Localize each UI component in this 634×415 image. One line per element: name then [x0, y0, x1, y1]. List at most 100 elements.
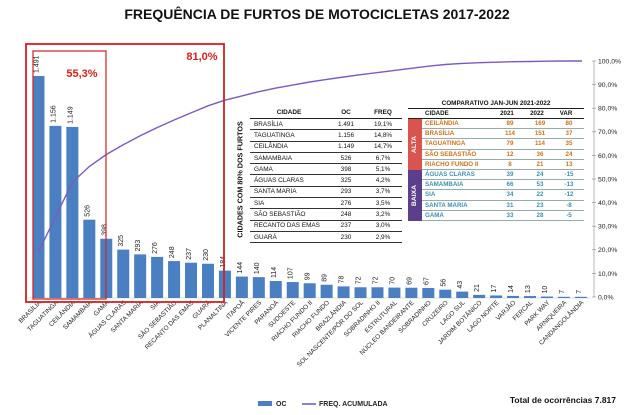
cell-city: CEILÂNDIA: [250, 141, 328, 153]
cmp-cell-var: -8: [566, 201, 572, 209]
right-axis-tick-label: 80,0%: [598, 106, 617, 113]
top-cities-side-label: CIDADES COM 80% DOS FURTOS: [233, 115, 247, 243]
bar-13: [235, 276, 248, 298]
cell-oc: 1.149: [328, 141, 364, 153]
cmp-col-2021: 2021: [500, 110, 514, 117]
bar-value-label: 70: [389, 277, 396, 285]
group-side-label: ALTA: [408, 119, 422, 170]
cmp-cell-city: CEILÂNDIA: [425, 120, 459, 128]
cmp-cell-2021: 12: [506, 150, 514, 158]
cmp-cell-city: SANTA MARIA: [425, 201, 468, 209]
group-side-label-text: ALTA: [411, 135, 419, 154]
cell-city: SANTA MARIA: [250, 186, 328, 199]
bar-value-label: 17: [491, 285, 498, 293]
bar-value-label: 107: [288, 267, 295, 279]
bar-value-label: 114: [271, 267, 278, 278]
bar-9: [168, 261, 181, 298]
bar-11: [201, 263, 214, 298]
cell-freq: 14,7%: [364, 141, 402, 153]
cmp-cell-2021: 66: [506, 181, 514, 189]
cmp-cell-city: TAGUATINGA: [425, 140, 466, 148]
cell-oc: 526: [328, 152, 364, 165]
right-axis-tick-label: 10,0%: [598, 271, 617, 278]
table-row: BRASÍLIA 1.491 19,1%: [250, 118, 402, 131]
cell-oc: 230: [328, 231, 364, 244]
bar-value-label: 43: [457, 281, 464, 289]
cell-city: SAMAMBAIA: [250, 152, 328, 165]
bar-31: [540, 296, 553, 298]
comparison-header-row: CIDADE 2021 2022 VAR: [408, 109, 584, 119]
cmp-col-var: VAR: [559, 110, 573, 117]
bar-8: [151, 256, 164, 298]
bar-value-label: 248: [169, 246, 176, 258]
comparison-groups: ALTA CEILÂNDIA 89 169 80 BRASÍLIA 114 151 37 TAGU…: [408, 119, 584, 221]
bar-value-label: 237: [186, 248, 193, 260]
cell-freq: 2,9%: [364, 231, 402, 244]
right-axis-tick-label: 70,0%: [598, 129, 617, 136]
table-row: SÃO SEBASTIÃO 248 3,2%: [250, 208, 402, 221]
cmp-cell-2021: 89: [506, 120, 514, 128]
bar-value-label: 526: [84, 205, 91, 217]
right-axis-tick-label: 60,0%: [598, 153, 617, 160]
cell-city: BRASÍLIA: [250, 118, 328, 131]
bar-value-label: 230: [203, 249, 210, 261]
comparison-row: SÃO SEBASTIÃO 12 36 24: [422, 150, 584, 160]
table-row: CEILÂNDIA 1.149 14,7%: [250, 141, 402, 153]
table-row: TAGUATINGA 1.156 14,8%: [250, 129, 402, 142]
legend: OC FREQ. ACUMULADA: [258, 401, 388, 408]
bar-1: [32, 76, 45, 298]
bar-22: [388, 287, 401, 298]
cell-freq: 6,7%: [364, 152, 402, 165]
cmp-cell-2021: 8: [508, 160, 512, 168]
cell-freq: 19,1%: [364, 118, 402, 131]
bar-2: [49, 125, 62, 298]
bar-value-label: 398: [101, 224, 108, 236]
table-row: SIA 276 3,5%: [250, 197, 402, 210]
col-freq: FREQ: [364, 106, 402, 119]
cmp-cell-2022: 151: [534, 130, 546, 138]
cmp-cell-city: BRASÍLIA: [425, 130, 455, 138]
bar-26: [456, 291, 469, 298]
bar-value-label: 14: [508, 285, 515, 293]
chart-title: FREQUÊNCIA DE FURTOS DE MOTOCICLETAS 201…: [124, 5, 510, 22]
bar-32: [557, 296, 570, 298]
cmp-cell-city: SAMAMBAIA: [425, 181, 464, 189]
bar-16: [286, 282, 299, 298]
bar-value-label: 56: [440, 279, 447, 287]
cumulative-frequency-line: [37, 60, 582, 253]
bar-value-label: 1.156: [50, 105, 57, 123]
comparison-row: GAMA 33 28 -5: [422, 211, 584, 221]
comparison-row: TAGUATINGA 79 114 35: [422, 139, 584, 150]
group-rows: ÁGUAS CLARAS 39 24 -15 SAMAMBAIA 66 53 -13 SIA 34…: [422, 170, 584, 221]
bar-value-label: 10: [542, 286, 549, 294]
cmp-cell-2021: 31: [506, 201, 514, 209]
cell-oc: 1.491: [328, 118, 364, 131]
col-oc: OC: [328, 106, 364, 119]
top-cities-side-label-text: CIDADES COM 80% DOS FURTOS: [235, 120, 245, 238]
cell-freq: 4,2%: [364, 174, 402, 187]
cmp-cell-var: -15: [564, 171, 574, 179]
comparison-row: SAMAMBAIA 66 53 -13: [422, 180, 584, 191]
cell-oc: 1.156: [328, 129, 364, 142]
cmp-cell-var: -13: [564, 181, 574, 189]
cmp-cell-var: 80: [565, 120, 573, 128]
cmp-cell-2022: 114: [535, 140, 545, 148]
right-axis-tick-label: 30,0%: [598, 224, 617, 231]
bar-value-label: 99: [305, 272, 312, 280]
bar-20: [354, 287, 367, 298]
comparison-row: SANTA MARIA 31 23 -8: [422, 201, 584, 211]
cmp-cell-var: -5: [566, 211, 572, 219]
table-row: SAMAMBAIA 526 6,7%: [250, 152, 402, 165]
bar-value-label: 1.491: [33, 55, 40, 73]
cell-oc: 248: [328, 208, 364, 221]
bar-value-label: 276: [152, 242, 159, 254]
bar-value-label: 89: [322, 274, 329, 282]
cell-oc: 276: [328, 197, 364, 210]
top80-highlight-box: [25, 43, 225, 303]
bar-7: [134, 254, 147, 298]
cmp-col-cidade: CIDADE: [425, 110, 449, 117]
cmp-cell-var: 37: [565, 130, 573, 138]
bar-29: [507, 295, 520, 298]
bar-28: [490, 295, 503, 298]
bar-6: [117, 249, 130, 298]
